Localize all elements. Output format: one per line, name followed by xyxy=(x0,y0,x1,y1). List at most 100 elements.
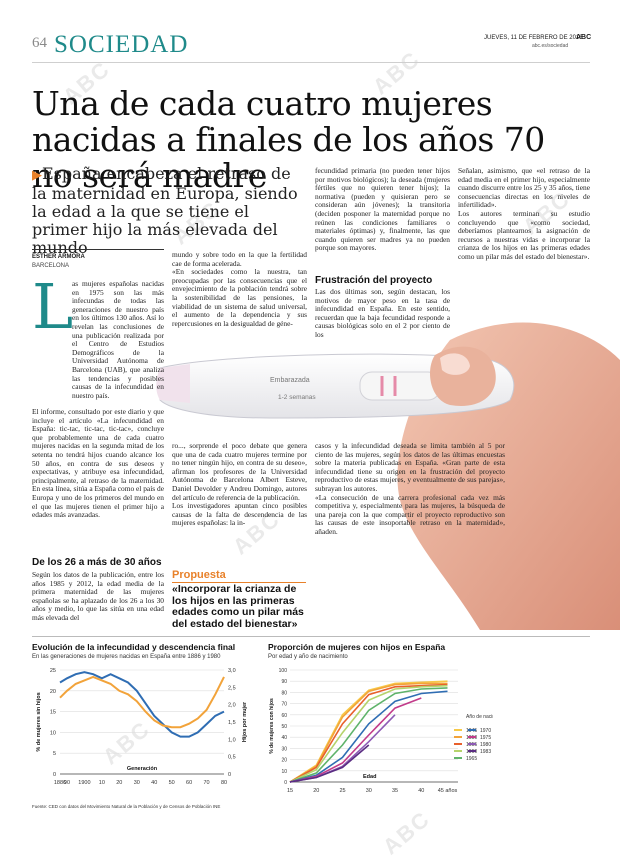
subhead: ▶España encabeza el retraso de la matern… xyxy=(32,165,302,257)
column-1-body: El informe, consultado por este diario y… xyxy=(32,407,164,520)
x-axis-label: Generación xyxy=(127,766,158,772)
stick-cap xyxy=(156,364,190,403)
y2-tick-label: 1,0 xyxy=(228,737,236,743)
x-tick-label: 20 xyxy=(313,788,319,794)
legend-label: 1965 xyxy=(466,756,477,762)
column-1-end: Según los datos de la publicación, entre… xyxy=(32,570,164,622)
subhead-text: España encabeza el retraso de la materni… xyxy=(32,164,298,257)
y-tick-label: 70 xyxy=(281,702,287,708)
x-tick-label: 25 xyxy=(339,788,345,794)
x-tick-label: 80 xyxy=(221,780,227,786)
x-tick-label: 50 xyxy=(169,780,175,786)
legend-label: 1975 xyxy=(480,735,491,741)
y-tick-label: 90 xyxy=(281,679,287,685)
legend-label: 1980 xyxy=(480,742,491,748)
x-tick-label: 20 xyxy=(116,780,122,786)
byline-place: BARCELONA xyxy=(32,263,70,269)
column-4-top: Señalan, asimismo, que «el retraso de la… xyxy=(458,166,590,261)
x-tick-label: 35 xyxy=(392,788,398,794)
series-line-1965 xyxy=(289,687,448,783)
y2-axis-label: Hijos por mujer xyxy=(242,701,248,742)
column-2-top: mundo y sobre todo en la que la fertilid… xyxy=(172,250,307,328)
y-tick-label: 20 xyxy=(281,758,287,764)
column-3-top: fecundidad primaria (no pueden tener hij… xyxy=(315,166,450,253)
series-line-1950 xyxy=(289,682,448,783)
series-line-1 xyxy=(59,675,225,729)
y-tick-label: 50 xyxy=(281,724,287,730)
y-tick-label: 40 xyxy=(281,735,287,741)
triangle-bullet-icon: ▶ xyxy=(32,168,42,183)
y2-tick-label: 1,5 xyxy=(228,720,236,726)
x-tick-label: 70 xyxy=(203,780,209,786)
pull-quote: «Incorporar la crianza de los hijos en l… xyxy=(172,583,304,630)
y2-tick-label: 0 xyxy=(228,772,231,778)
subtitle-2: Frustración del proyecto xyxy=(315,275,433,286)
headline: Una de cada cuatro mujeres nacidas a fin… xyxy=(32,84,545,195)
x-tick-label: 15 xyxy=(287,788,293,794)
x-tick-label: 30 xyxy=(366,788,372,794)
drop-cap: L xyxy=(32,270,74,343)
pregnancy-test-stick xyxy=(159,353,515,419)
x-tick-label: 10 xyxy=(99,780,105,786)
chart-1-title: Evolución de la infecundidad y descenden… xyxy=(32,642,236,652)
x-tick-label: 1886 xyxy=(54,780,66,786)
finger-nail xyxy=(440,353,470,375)
chart-1-subtitle: En las generaciones de mujeres nacidas e… xyxy=(32,654,221,660)
y2-tick-label: 3,0 xyxy=(228,668,236,674)
chart-divider xyxy=(32,636,590,637)
byline-divider xyxy=(32,249,164,250)
x-tick-label: 30 xyxy=(134,780,140,786)
y-tick-label: 60 xyxy=(281,713,287,719)
thumb-shape xyxy=(430,346,496,406)
pregnancy-test-photo: Embarazada 1-2 semanas xyxy=(156,322,620,630)
series-line-1975 xyxy=(289,697,422,783)
x-tick-label: 40 xyxy=(151,780,157,786)
header-divider xyxy=(32,62,590,63)
y-tick-label: 20 xyxy=(50,689,56,695)
issue-date: JUEVES, 11 DE FEBRERO DE 2016 xyxy=(484,35,583,41)
x-tick-label: 90 xyxy=(64,780,70,786)
y2-tick-label: 2,0 xyxy=(228,703,236,709)
byline-author: ESTHER ARMORA xyxy=(32,254,85,260)
page-number: 64 xyxy=(32,35,47,51)
section-url[interactable]: abc.es/sociedad xyxy=(532,43,569,49)
x-tick-label: 45 años xyxy=(438,788,458,794)
section-title: SOCIEDAD xyxy=(54,31,189,58)
test-label-1: Embarazada xyxy=(270,377,310,384)
series-line-1960 xyxy=(289,684,448,783)
y-tick-label: 80 xyxy=(281,690,287,696)
y-tick-label: 0 xyxy=(53,772,56,778)
y-tick-label: 5 xyxy=(53,751,56,757)
subtitle-1: De los 26 a más de 30 años xyxy=(32,557,162,568)
y-tick-label: 30 xyxy=(281,746,287,752)
y-tick-label: 10 xyxy=(281,769,287,775)
y-axis-label: % de mujeres con hijos xyxy=(269,698,275,754)
legend-title: Año de nacimiento xyxy=(466,714,493,720)
result-window xyxy=(359,371,441,401)
brand-logo: ABC xyxy=(576,34,592,41)
series-line-0 xyxy=(59,671,225,738)
y2-tick-label: 0,5 xyxy=(228,755,236,761)
pull-quote-rule xyxy=(172,582,306,583)
source-note: Fuente: CED con datos del Movimiento Nat… xyxy=(32,804,221,809)
y2-tick-label: 2,5 xyxy=(228,685,236,691)
test-label-2: 1-2 semanas xyxy=(278,394,316,401)
series-line-1945 xyxy=(289,680,448,783)
pull-quote-label: Propuesta xyxy=(172,569,226,581)
column-2-mid: ro..., sorprende el poco debate que gene… xyxy=(172,441,307,528)
chart-2-subtitle: Por edad y año de nacimiento xyxy=(268,654,348,660)
x-tick-label: 40 xyxy=(418,788,424,794)
series-line-1955 xyxy=(289,683,448,783)
y-tick-label: 15 xyxy=(50,710,56,716)
chart-2-title: Proporción de mujeres con hijos en Españ… xyxy=(268,642,446,652)
y-tick-label: 10 xyxy=(50,730,56,736)
series-line-1970 xyxy=(289,690,448,783)
column-1-intro: as mujeres españolas nacidas en 1975 son… xyxy=(72,279,164,400)
series-line-1983 xyxy=(289,744,370,783)
column-3-low: casos y la infecundidad deseada se limit… xyxy=(315,441,505,536)
y-axis-label: % de mujeres sin hijos xyxy=(36,692,42,751)
chart-2-plot: 0 10 20 30 40 50 60 70 80 90 100 15 20 25 30 35 40 45 año… xyxy=(269,668,493,794)
y-tick-label: 0 xyxy=(284,780,287,786)
y-tick-label: 100 xyxy=(279,668,288,674)
